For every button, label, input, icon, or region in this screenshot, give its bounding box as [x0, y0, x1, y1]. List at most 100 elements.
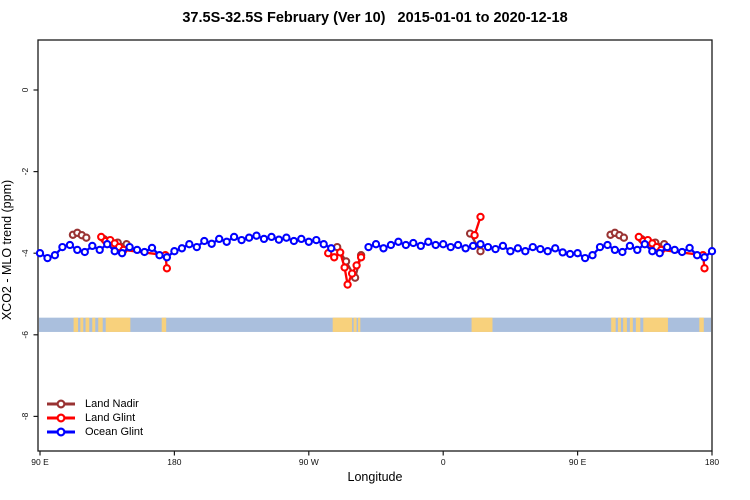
series-ocean-glint-data-point-marker: [386, 240, 396, 250]
series-ocean-glint-data-point-marker: [558, 248, 567, 257]
series-ocean-glint-data-point-marker: [700, 253, 709, 262]
series-ocean-glint-data-point-marker: [215, 234, 224, 244]
series-ocean-glint-data-point-marker: [371, 240, 381, 249]
series-ocean-glint-data-point-marker: [80, 247, 89, 257]
legend-item-land-nadir: Land Nadir: [46, 398, 143, 410]
series-ocean-glint-data-point-marker: [364, 242, 373, 252]
map-strip-land-patch: [623, 317, 627, 332]
series-ocean-glint-data-point-marker: [663, 242, 672, 252]
series-ocean-glint-data-point-marker: [521, 247, 530, 256]
series-ocean-glint-data-point-marker: [319, 240, 328, 249]
series-ocean-glint-data-point-marker: [312, 235, 321, 245]
map-strip-land-patch: [161, 317, 167, 332]
series-ocean-glint-data-point-marker: [491, 244, 500, 254]
series-ocean-glint-data-point-marker: [461, 244, 470, 253]
series-ocean-glint-data-point-marker: [633, 245, 642, 255]
legend-label-ocean-glint: Ocean Glint: [85, 426, 144, 438]
series-ocean-glint-data-point-marker: [117, 249, 127, 258]
series-ocean-glint-data-point-marker: [379, 244, 388, 253]
chart-title: 37.5S-32.5S February (Ver 10) 2015-01-01…: [182, 10, 568, 26]
series-ocean-glint-data-point-marker: [476, 240, 485, 249]
map-strip-land-patch: [358, 317, 361, 332]
x-tick-label: 90 W: [299, 457, 319, 467]
series-ocean-glint-data-point-marker: [259, 234, 269, 244]
series-ocean-glint-data-point-marker: [513, 244, 523, 253]
map-strip-land-patch: [629, 317, 633, 332]
series-ocean-glint-data-point-marker: [88, 241, 97, 251]
series-land-glint-data-point-marker: [330, 253, 339, 262]
series-ocean-glint-data-point-marker: [498, 241, 508, 251]
series-ocean-glint-data-point-marker: [528, 242, 537, 252]
series-land-glint-data-point-marker: [336, 248, 345, 257]
map-strip-land-patch: [635, 317, 641, 332]
series-ocean-glint-data-point-marker: [468, 241, 478, 251]
y-tick-label: -4: [20, 249, 30, 257]
series-ocean-glint-data-point-marker: [185, 240, 194, 249]
map-strip-land-patch: [73, 317, 79, 332]
map-strip-land-patch: [643, 317, 668, 332]
series-ocean-glint-data-point-marker: [73, 245, 82, 255]
series-ocean-glint-data-point-marker: [95, 245, 104, 255]
map-strip-land-patch: [332, 317, 353, 332]
series-land-glint-data-point-marker: [162, 264, 172, 273]
series-ocean-glint-data-point-marker: [618, 247, 627, 257]
legend-label-land-glint: Land Glint: [85, 412, 136, 424]
legend-label-land-nadir: Land Nadir: [85, 398, 139, 410]
series-ocean-glint-data-point-marker: [147, 243, 157, 253]
series-ocean-glint-data-point-marker: [670, 245, 679, 255]
series-ocean-glint-data-point-marker: [289, 236, 299, 246]
map-strip-land-patch: [699, 317, 704, 332]
series-ocean-glint-data-point-marker: [580, 253, 590, 263]
series-land-glint-data-point-marker: [340, 263, 349, 272]
x-tick-label: 90 E: [569, 457, 587, 467]
series-ocean-glint-data-point-marker: [177, 244, 187, 253]
series-ocean-glint-data-point-marker: [506, 247, 515, 256]
series-ocean-glint-data-point-marker: [65, 240, 75, 250]
series-ocean-glint-data-point-marker: [588, 251, 597, 260]
series-land-nadir-data-point-marker: [82, 233, 91, 242]
series-ocean-glint-data-point-marker: [551, 244, 560, 253]
x-axis-label: Longitude: [347, 470, 403, 484]
x-tick-label: 90 E: [31, 457, 49, 467]
series-ocean-glint-data-point-marker: [543, 247, 552, 256]
series-ocean-glint-data-point-marker: [439, 240, 448, 249]
series-ocean-glint-data-point-marker: [424, 237, 433, 246]
series-ocean-glint-data-point-marker: [282, 233, 291, 242]
series-ocean-glint-data-point-marker: [446, 242, 455, 252]
series-land-glint-data-point-marker: [476, 212, 485, 222]
series-land-glint-data-point-marker: [352, 261, 361, 270]
map-strip-land-patch: [80, 317, 84, 332]
series-ocean-glint-data-point-marker: [401, 240, 411, 250]
series-ocean-glint-data-point-marker: [707, 247, 717, 256]
series-land-nadir-data-point-marker: [619, 233, 629, 242]
map-strip-land-patch: [617, 317, 621, 332]
series-land-glint-data-point-marker: [700, 264, 709, 273]
series-ocean-glint-data-point-marker: [603, 240, 612, 250]
series-ocean-glint-data-point-marker: [431, 240, 440, 250]
series-land-glint-data-point-marker: [343, 280, 352, 289]
plot-border: [37, 39, 713, 452]
series-ocean-glint-data-point-marker: [125, 242, 134, 252]
series-ocean-glint-data-point-marker: [170, 247, 179, 256]
series-land-glint-data-point-marker: [347, 269, 357, 278]
series-ocean-glint-data-point-marker: [222, 237, 231, 246]
series-ocean-glint-data-point-marker: [409, 238, 418, 248]
series-ocean-glint-data-point-marker: [483, 242, 493, 252]
y-tick-label: -6: [20, 331, 30, 339]
series-ocean-glint-data-point-marker: [155, 251, 164, 260]
x-tick-label: 180: [167, 457, 181, 467]
map-strip-land-patch: [471, 317, 493, 332]
map-strip-land-patch: [85, 317, 90, 332]
series-ocean-glint-data-point-marker: [685, 243, 694, 253]
legend-item-land-glint: Land Glint: [46, 412, 143, 424]
map-strip-land-patch: [353, 317, 357, 332]
series-ocean-glint-data-point-marker: [394, 237, 403, 246]
series-ocean-glint-data-point-marker: [237, 235, 246, 245]
series-ocean-glint-data-point-marker: [595, 242, 605, 252]
map-strip-ocean: [39, 317, 711, 332]
series-ocean-glint-data-point-marker: [43, 253, 52, 263]
series-ocean-glint-data-point-marker: [50, 251, 60, 260]
series-ocean-glint-data-point-marker: [267, 232, 276, 242]
series-ocean-glint-data-point-marker: [103, 240, 112, 249]
series-ocean-glint-data-point-marker: [625, 241, 635, 251]
